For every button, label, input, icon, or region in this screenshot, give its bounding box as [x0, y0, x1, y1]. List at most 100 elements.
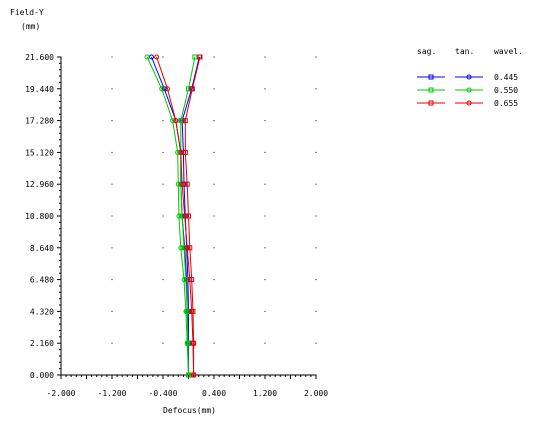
- grid-dot: [315, 215, 317, 217]
- y-tick-label: 19.440: [25, 85, 54, 94]
- grid-dot: [111, 247, 113, 249]
- grid-dot: [315, 88, 317, 90]
- series-1-tan-line: [146, 56, 189, 376]
- series-1-tan-point: [186, 372, 191, 378]
- grid-dot: [264, 56, 266, 58]
- y-tick-label: 17.280: [25, 117, 54, 126]
- legend-tan-marker: [466, 87, 472, 93]
- series-0-tan-point: [161, 86, 167, 92]
- grid-dot: [315, 279, 317, 281]
- series-2-tan-point: [190, 340, 196, 346]
- y-axis-title: Field-Y: [10, 8, 44, 17]
- series-2-tan-line: [156, 56, 195, 376]
- grid-dot: [111, 215, 113, 217]
- y-tick-label: 2.160: [30, 339, 54, 348]
- legend-sag-marker: [428, 100, 434, 106]
- grid-dot: [111, 88, 113, 90]
- legend-tan-marker: [466, 100, 472, 106]
- series-1-tan-point: [170, 118, 176, 124]
- grid-dot: [111, 120, 113, 122]
- x-tick-label: -1.200: [98, 389, 127, 398]
- series-2-sag-point: [182, 118, 188, 124]
- grid-dot: [315, 56, 317, 58]
- grid-dot: [111, 342, 113, 344]
- grid-dot: [213, 247, 215, 249]
- series-2-sag-line: [184, 56, 201, 375]
- legend-wavelength-label: 0.550: [494, 86, 518, 95]
- y-tick-label: 8.640: [30, 244, 54, 253]
- series-lines: [144, 54, 203, 378]
- legend-tan-marker: [466, 74, 472, 80]
- series-1-tan-point: [184, 340, 190, 346]
- series-0-sag-line: [181, 56, 200, 375]
- y-axis-unit: (mm): [21, 22, 40, 31]
- series-1-tan-point: [159, 86, 165, 92]
- grid-dot: [264, 183, 266, 185]
- series-2-tan-point: [189, 308, 195, 314]
- x-tick-label: 1.200: [253, 389, 277, 398]
- grid-dot: [162, 120, 164, 122]
- grid-dot: [162, 279, 164, 281]
- grid-dot: [264, 342, 266, 344]
- grid-dot: [213, 279, 215, 281]
- grid-dot: [315, 247, 317, 249]
- grid-dot: [111, 151, 113, 153]
- series-1-tan-point: [176, 213, 182, 219]
- y-tick-label: 6.480: [30, 276, 54, 285]
- grid-dot: [264, 88, 266, 90]
- grid-dot: [213, 120, 215, 122]
- x-tick-label: -0.400: [149, 389, 178, 398]
- series-1-sag-point: [181, 245, 187, 251]
- grid-dot: [264, 151, 266, 153]
- grid-dot: [111, 56, 113, 58]
- legend-wavelength-label: 0.655: [494, 99, 518, 108]
- y-tick-label: 15.120: [25, 148, 54, 157]
- legend-sag-marker: [428, 87, 434, 93]
- series-2-sag-point: [189, 86, 195, 92]
- series-1-tan-point: [181, 277, 187, 283]
- axes: 0.000 2.160 4.320 6.480 8.640 10.800 12.960 15.…: [25, 53, 328, 398]
- series-2-tan-point: [187, 277, 193, 283]
- legend-sag-marker: [428, 74, 434, 80]
- series-2-sag-point: [184, 181, 190, 187]
- grid-dot: [264, 310, 266, 312]
- x-tick-label: 2.000: [304, 389, 328, 398]
- grid-dot: [315, 310, 317, 312]
- grid-dot: [264, 247, 266, 249]
- series-2-tan-point: [173, 118, 179, 124]
- x-axis-title: Defocus(mm): [163, 406, 216, 415]
- grid-dot: [264, 120, 266, 122]
- grid-dot: [213, 342, 215, 344]
- series-1-tan-point: [175, 149, 181, 155]
- grid-dot: [315, 183, 317, 185]
- grid-dot: [264, 215, 266, 217]
- y-tick-label: 12.960: [25, 180, 54, 189]
- series-2-tan-point: [182, 213, 188, 219]
- x-tick-label: 0.400: [202, 389, 226, 398]
- y-tick-label: 21.600: [25, 53, 54, 62]
- legend-header-sag: sag.: [417, 47, 436, 56]
- grid-dot: [213, 88, 215, 90]
- series-1-sag-line: [180, 56, 196, 376]
- grid-dot: [162, 215, 164, 217]
- y-tick-label: 0.000: [30, 371, 54, 380]
- legend-header-wavel: wavel.: [494, 47, 523, 56]
- legend-header-tan: tan.: [455, 47, 474, 56]
- series-2-tan-point: [164, 86, 170, 92]
- legend: sag. tan. wavel. 0.445 0.550 0.655: [417, 47, 523, 108]
- series-1-sag-point: [192, 54, 198, 60]
- grid-dot: [162, 310, 164, 312]
- x-tick-label: -2.000: [47, 389, 76, 398]
- y-tick-label: 10.800: [25, 212, 54, 221]
- series-2-tan-point: [179, 181, 185, 187]
- grid-dot: [213, 310, 215, 312]
- grid-dot: [162, 88, 164, 90]
- grid-dot: [213, 215, 215, 217]
- series-1-tan-point: [144, 54, 150, 60]
- grid-dot: [315, 151, 317, 153]
- grid-dot: [162, 247, 164, 249]
- grid-dot: [111, 310, 113, 312]
- series-2-tan-point: [154, 54, 160, 60]
- grid-dot: [162, 151, 164, 153]
